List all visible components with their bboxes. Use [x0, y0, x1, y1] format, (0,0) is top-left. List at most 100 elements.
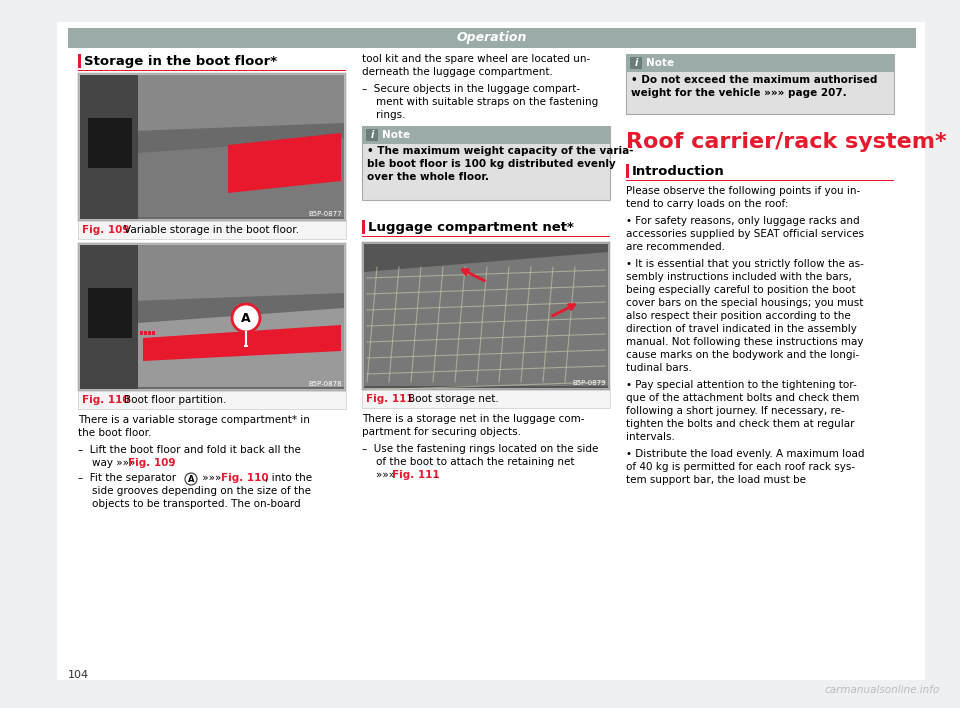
Bar	[630, 57, 642, 69]
Text: direction of travel indicated in the assembly: direction of travel indicated in the ass…	[626, 324, 857, 334]
Text: Fig. 111: Fig. 111	[392, 470, 440, 480]
Text: cause marks on the bodywork and the longi-: cause marks on the bodywork and the long…	[626, 350, 859, 360]
Text: also respect their position according to the: also respect their position according to…	[626, 311, 851, 321]
Bar	[78, 221, 346, 239]
Text: .: .	[171, 458, 175, 468]
Text: Operation: Operation	[457, 31, 527, 45]
Text: –  Use the fastening rings located on the side: – Use the fastening rings located on the…	[362, 444, 598, 454]
Bar	[362, 220, 365, 234]
Text: sembly instructions included with the bars,: sembly instructions included with the ba…	[626, 272, 852, 282]
Text: A: A	[241, 312, 251, 326]
Text: tudinal bars.: tudinal bars.	[626, 363, 692, 373]
Bar	[148, 331, 151, 335]
Bar	[80, 75, 138, 219]
Text: accessories supplied by SEAT official services: accessories supplied by SEAT official se…	[626, 229, 864, 239]
Polygon shape	[138, 138, 344, 217]
Text: manual. Not following these instructions may: manual. Not following these instructions…	[626, 337, 863, 347]
Bar	[88, 118, 132, 168]
Text: Boot floor partition.: Boot floor partition.	[124, 395, 227, 405]
Text: side grooves depending on the size of the: side grooves depending on the size of th…	[92, 486, 311, 496]
Bar	[144, 331, 147, 335]
Text: Fig. 109: Fig. 109	[82, 225, 130, 235]
Text: Luggage compartment net*: Luggage compartment net*	[368, 221, 574, 234]
Bar	[362, 126, 610, 144]
Text: Fig. 110: Fig. 110	[82, 395, 130, 405]
Bar	[362, 242, 610, 390]
Bar	[78, 73, 346, 221]
Text: There is a storage net in the luggage com-: There is a storage net in the luggage co…	[362, 414, 585, 424]
Bar	[362, 236, 610, 237]
Text: way »»»: way »»»	[92, 458, 138, 468]
Bar	[362, 126, 610, 200]
Text: 104: 104	[68, 670, 89, 680]
Text: of 40 kg is permitted for each roof rack sys-: of 40 kg is permitted for each roof rack…	[626, 462, 855, 472]
Text: que of the attachment bolts and check them: que of the attachment bolts and check th…	[626, 393, 859, 403]
Bar	[364, 244, 608, 388]
Circle shape	[185, 473, 197, 485]
Text: tem support bar, the load must be: tem support bar, the load must be	[626, 475, 806, 485]
Bar	[80, 245, 344, 389]
Text: • The maximum weight capacity of the varia-: • The maximum weight capacity of the var…	[367, 146, 634, 156]
Text: i: i	[635, 58, 637, 68]
Text: intervals.: intervals.	[626, 432, 675, 442]
Text: B5P-0877: B5P-0877	[308, 211, 342, 217]
Text: • Distribute the load evenly. A maximum load: • Distribute the load evenly. A maximum …	[626, 449, 865, 459]
Text: following a short journey. If necessary, re-: following a short journey. If necessary,…	[626, 406, 845, 416]
Text: weight for the vehicle »»» page 207.: weight for the vehicle »»» page 207.	[631, 88, 847, 98]
Bar	[626, 54, 894, 114]
Text: .: .	[435, 470, 439, 480]
Text: objects to be transported. The on-board: objects to be transported. The on-board	[92, 499, 300, 509]
Polygon shape	[364, 252, 608, 386]
Bar	[80, 245, 138, 389]
Circle shape	[232, 304, 260, 332]
Text: A: A	[188, 476, 194, 484]
Text: B5P-0879: B5P-0879	[572, 380, 606, 386]
Text: • Pay special attention to the tightening tor-: • Pay special attention to the tightenin…	[626, 380, 856, 390]
Text: , into the: , into the	[265, 473, 312, 483]
Polygon shape	[143, 325, 341, 361]
Bar	[78, 391, 346, 409]
Text: –  Secure objects in the luggage compart-: – Secure objects in the luggage compart-	[362, 84, 580, 94]
Bar	[78, 70, 346, 71]
Bar	[78, 243, 346, 391]
Text: rings.: rings.	[376, 110, 405, 120]
Text: of the boot to attach the retaining net: of the boot to attach the retaining net	[376, 457, 574, 467]
Text: Fig. 109: Fig. 109	[128, 458, 176, 468]
Text: –  Fit the separator: – Fit the separator	[78, 473, 180, 483]
Bar	[140, 331, 143, 335]
Text: Storage in the boot floor*: Storage in the boot floor*	[84, 55, 277, 68]
Text: Fig. 111: Fig. 111	[366, 394, 414, 404]
Text: There is a variable storage compartment* in: There is a variable storage compartment*…	[78, 415, 310, 425]
Text: Boot storage net.: Boot storage net.	[408, 394, 499, 404]
Text: tighten the bolts and check them at regular: tighten the bolts and check them at regu…	[626, 419, 854, 429]
Text: being especially careful to position the boot: being especially careful to position the…	[626, 285, 855, 295]
Text: over the whole floor.: over the whole floor.	[367, 172, 489, 182]
Bar	[68, 28, 916, 48]
Bar	[362, 390, 610, 408]
Polygon shape	[138, 308, 344, 387]
Text: Variable storage in the boot floor.: Variable storage in the boot floor.	[124, 225, 299, 235]
Bar	[366, 129, 378, 141]
Text: Note: Note	[646, 58, 674, 68]
Text: carmanualsonline.info: carmanualsonline.info	[825, 685, 940, 695]
Text: are recommended.: are recommended.	[626, 242, 725, 252]
Text: Note: Note	[382, 130, 410, 140]
Polygon shape	[80, 245, 344, 303]
Polygon shape	[228, 133, 341, 193]
Text: tend to carry loads on the roof:: tend to carry loads on the roof:	[626, 199, 788, 209]
Bar	[88, 288, 132, 338]
Text: tool kit and the spare wheel are located un-: tool kit and the spare wheel are located…	[362, 54, 590, 64]
Text: ment with suitable straps on the fastening: ment with suitable straps on the fasteni…	[376, 97, 598, 107]
Bar	[78, 54, 81, 68]
Text: Fig. 110: Fig. 110	[221, 473, 269, 483]
Text: Roof carrier/rack system*: Roof carrier/rack system*	[626, 132, 947, 152]
Text: • Do not exceed the maximum authorised: • Do not exceed the maximum authorised	[631, 75, 877, 85]
Text: Please observe the following points if you in-: Please observe the following points if y…	[626, 186, 860, 196]
Text: B5P-0878: B5P-0878	[308, 381, 342, 387]
Text: »»»: »»»	[199, 473, 225, 483]
Text: the boot floor.: the boot floor.	[78, 428, 152, 438]
Text: Introduction: Introduction	[632, 165, 725, 178]
Text: cover bars on the special housings; you must: cover bars on the special housings; you …	[626, 298, 863, 308]
Bar	[626, 164, 629, 178]
Text: derneath the luggage compartment.: derneath the luggage compartment.	[362, 67, 553, 77]
